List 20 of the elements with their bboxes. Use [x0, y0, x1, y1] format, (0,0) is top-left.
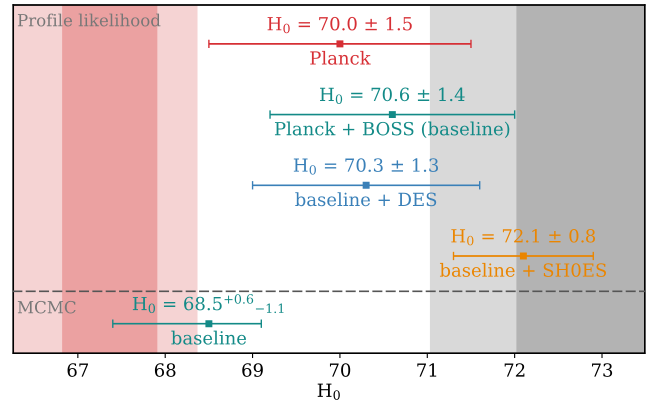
- x-tick-label: 67: [68, 363, 88, 377]
- y-tick-label: Planck + BOSS (baseline): [274, 122, 510, 138]
- x-tick-label: 72: [504, 363, 524, 377]
- category-label: baseline: [171, 330, 246, 345]
- x-tick-label: 73: [592, 363, 612, 377]
- data-label: H$_{0}$ = 70.3 ± 1.3: [294, 158, 438, 175]
- text: MCMC: [18, 300, 76, 314]
- y-tick-label: baseline + SH0ES: [440, 262, 606, 277]
- data-label: H$_{0}$ = 70.6 ± 1.4: [320, 88, 465, 104]
- data-label: H$_{0}$ = 70.0 ± 1.5: [268, 16, 412, 34]
- data-label: H$_{0}$ = 68.5$^{+0.6}$$_{−1.1}$: [132, 294, 284, 314]
- y-tick-label: Planck: [310, 50, 371, 65]
- x-tick-label: 68: [154, 363, 176, 377]
- x-axis-title: H$_{0}$: [318, 384, 340, 400]
- y-tick-label: baseline + DES: [295, 192, 436, 206]
- x-tick-label: 69: [242, 363, 263, 377]
- data-label: H$_{0}$ = 72.1 ± 0.8: [451, 228, 596, 246]
- x-tick-label: 70: [330, 363, 350, 377]
- chart-title: Profile likelihood: [18, 14, 160, 26]
- x-tick-label: 71: [417, 363, 436, 377]
